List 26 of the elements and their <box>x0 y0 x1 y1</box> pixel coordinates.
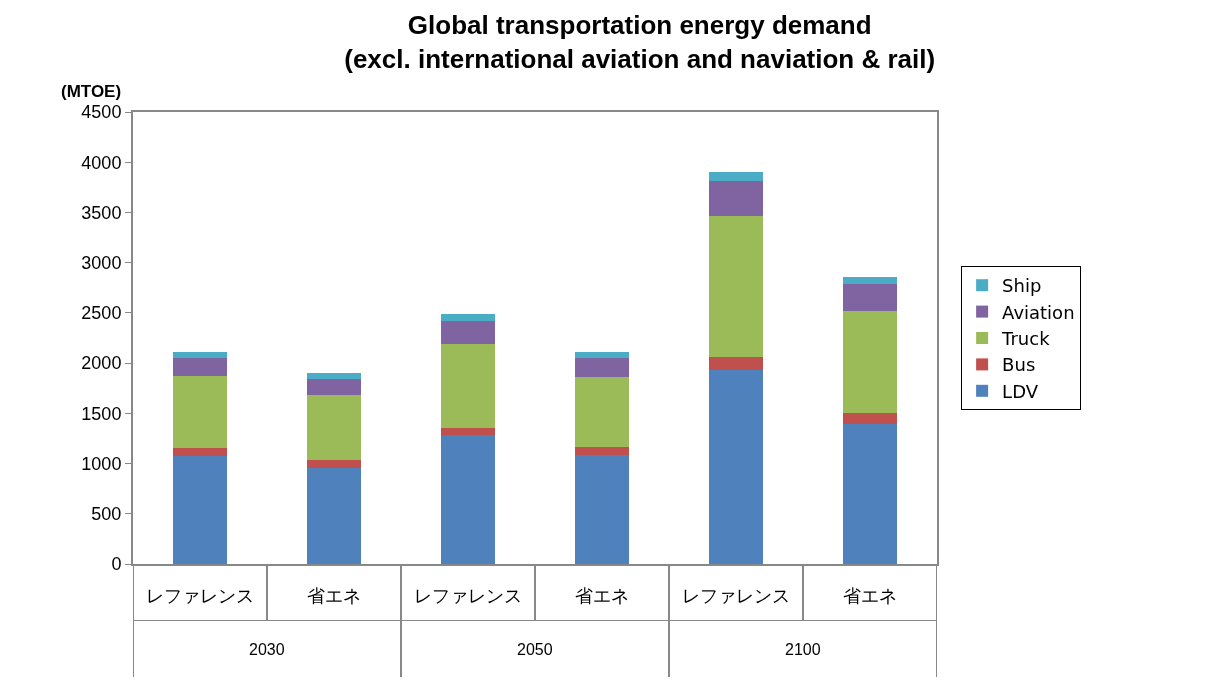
y-tick-label: 3000 <box>81 252 122 273</box>
text: 2100 <box>785 641 821 658</box>
x-tick-label: レファレンス <box>682 585 790 606</box>
y-tick-label: 4500 <box>81 102 122 123</box>
y-tick-label: 0 <box>111 554 122 575</box>
text: 2050 <box>517 641 553 658</box>
x-tick-label: レファレンス <box>414 585 522 606</box>
y-tick-label: 1500 <box>81 403 122 424</box>
y-tick-label: 1000 <box>81 453 122 474</box>
legend-label: Bus <box>1002 354 1036 376</box>
text: 2030 <box>249 641 285 658</box>
x-tick-label: 省エネ <box>575 585 629 606</box>
x-tick-label: 省エネ <box>843 585 897 606</box>
y-tick-label: 3500 <box>81 202 122 223</box>
y-tick-label: 4000 <box>81 152 122 173</box>
x-tick-label: レファレンス <box>146 585 254 606</box>
x-tick-label: 省エネ <box>307 585 361 606</box>
legend-label: Ship <box>1002 275 1042 297</box>
legend-label: Truck <box>1001 328 1051 350</box>
y-axis-title: (MTOE) <box>61 82 122 101</box>
legend-label: LDV <box>1002 380 1039 402</box>
legend-label: Aviation <box>1002 301 1075 323</box>
y-tick-label: 2500 <box>81 303 122 324</box>
y-tick-label: 500 <box>91 504 122 525</box>
y-tick-label: 2000 <box>81 353 122 374</box>
chart-title: Global transportation energy demand (excl. international aviation and naviation & rail) <box>344 10 936 75</box>
